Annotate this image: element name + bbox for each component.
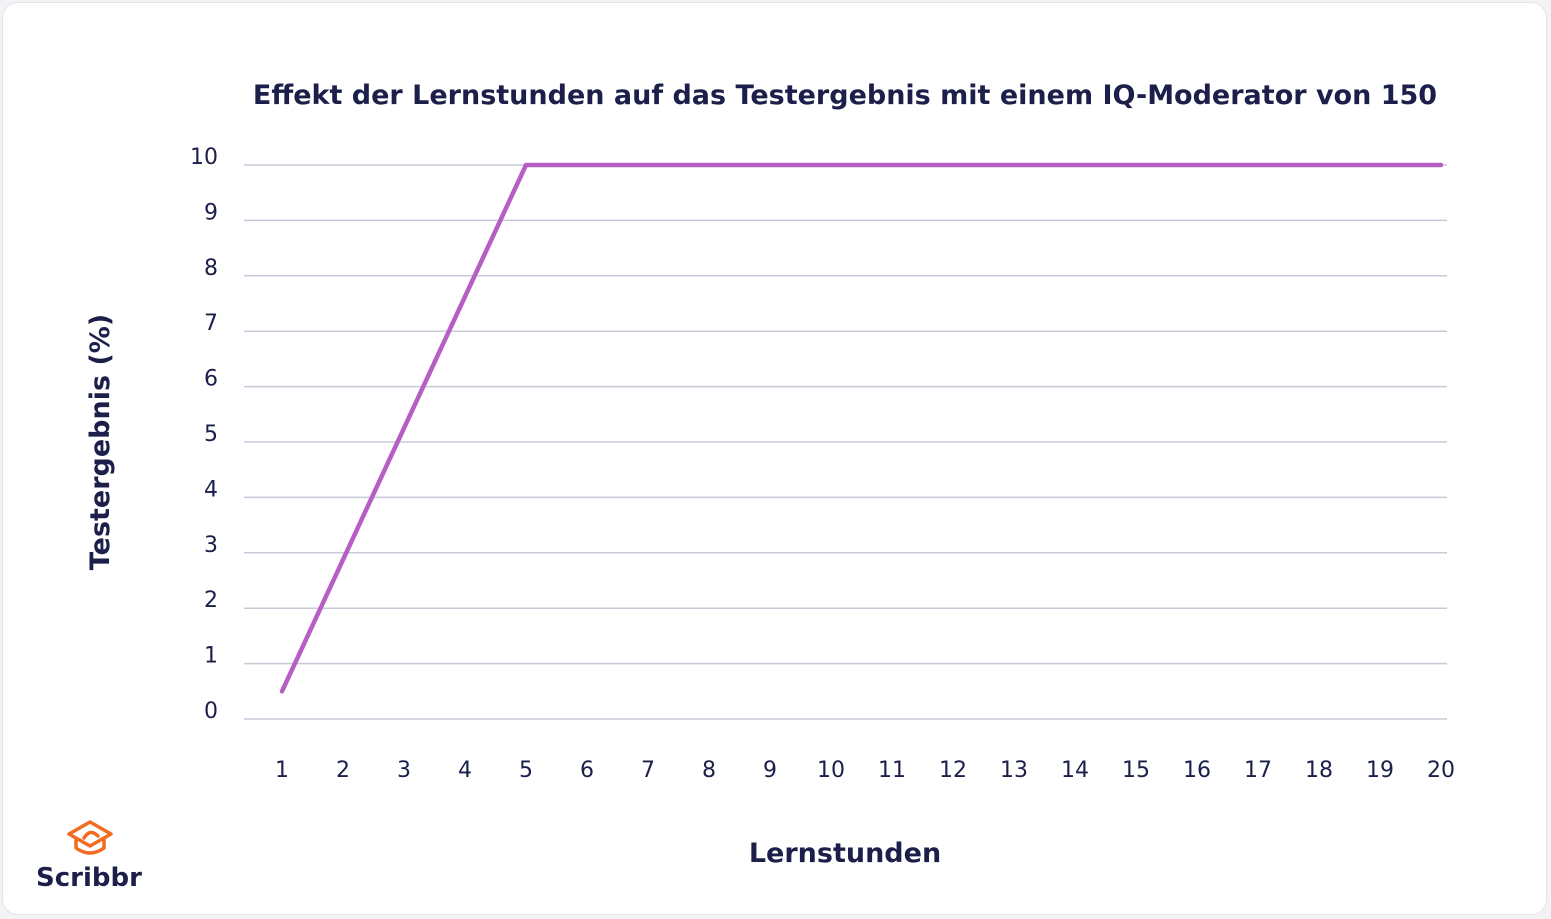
x-tick-label: 13 bbox=[1000, 758, 1028, 783]
x-tick-label: 14 bbox=[1061, 758, 1089, 783]
x-tick-label: 8 bbox=[702, 758, 716, 783]
graduation-cap-icon bbox=[67, 820, 113, 855]
x-tick-label: 6 bbox=[580, 758, 594, 783]
y-tick-label: 1 bbox=[204, 644, 218, 669]
y-tick-label: 7 bbox=[204, 311, 218, 336]
x-tick-label: 15 bbox=[1122, 758, 1150, 783]
x-tick-label: 2 bbox=[336, 758, 350, 783]
y-tick-labels: 0 1 2 3 4 5 6 7 8 9 10 bbox=[190, 145, 218, 724]
x-tick-label: 1 bbox=[275, 758, 289, 783]
x-tick-label: 12 bbox=[939, 758, 967, 783]
y-tick-label: 6 bbox=[204, 367, 218, 392]
series-line-0 bbox=[279, 162, 1444, 694]
x-tick-labels: 1 2 3 4 5 6 7 8 9 10 11 12 13 14 15 16 17 18 19 20 bbox=[275, 758, 1455, 783]
x-tick-label: 10 bbox=[817, 758, 845, 783]
x-tick-label: 17 bbox=[1244, 758, 1272, 783]
y-tick-label: 4 bbox=[204, 477, 218, 502]
y-tick-label: 9 bbox=[204, 200, 218, 225]
y-tick-label: 3 bbox=[204, 533, 218, 558]
x-tick-label: 5 bbox=[519, 758, 533, 783]
x-tick-label: 7 bbox=[641, 758, 655, 783]
y-tick-label: 10 bbox=[190, 145, 218, 170]
x-tick-label: 9 bbox=[763, 758, 777, 783]
y-tick-label: 2 bbox=[204, 588, 218, 613]
x-tick-label: 11 bbox=[878, 758, 906, 783]
x-tick-label: 19 bbox=[1366, 758, 1394, 783]
x-tick-label: 18 bbox=[1305, 758, 1333, 783]
x-tick-label: 4 bbox=[458, 758, 472, 783]
series-lines bbox=[279, 162, 1444, 694]
y-tick-label: 5 bbox=[204, 422, 218, 447]
scribbr-logo: Scribbr bbox=[36, 820, 142, 893]
chart-title: Effekt der Lernstunden auf das Testergeb… bbox=[253, 80, 1437, 111]
x-tick-label: 16 bbox=[1183, 758, 1211, 783]
x-axis-label: Lernstunden bbox=[749, 838, 941, 869]
y-tick-label: 0 bbox=[204, 699, 218, 724]
brand-name: Scribbr bbox=[36, 863, 142, 893]
x-tick-label: 3 bbox=[397, 758, 411, 783]
y-tick-label: 8 bbox=[204, 256, 218, 281]
x-tick-label: 20 bbox=[1427, 758, 1455, 783]
grid-lines bbox=[244, 164, 1447, 720]
y-axis-label: Testergebnis (%) bbox=[85, 314, 116, 570]
